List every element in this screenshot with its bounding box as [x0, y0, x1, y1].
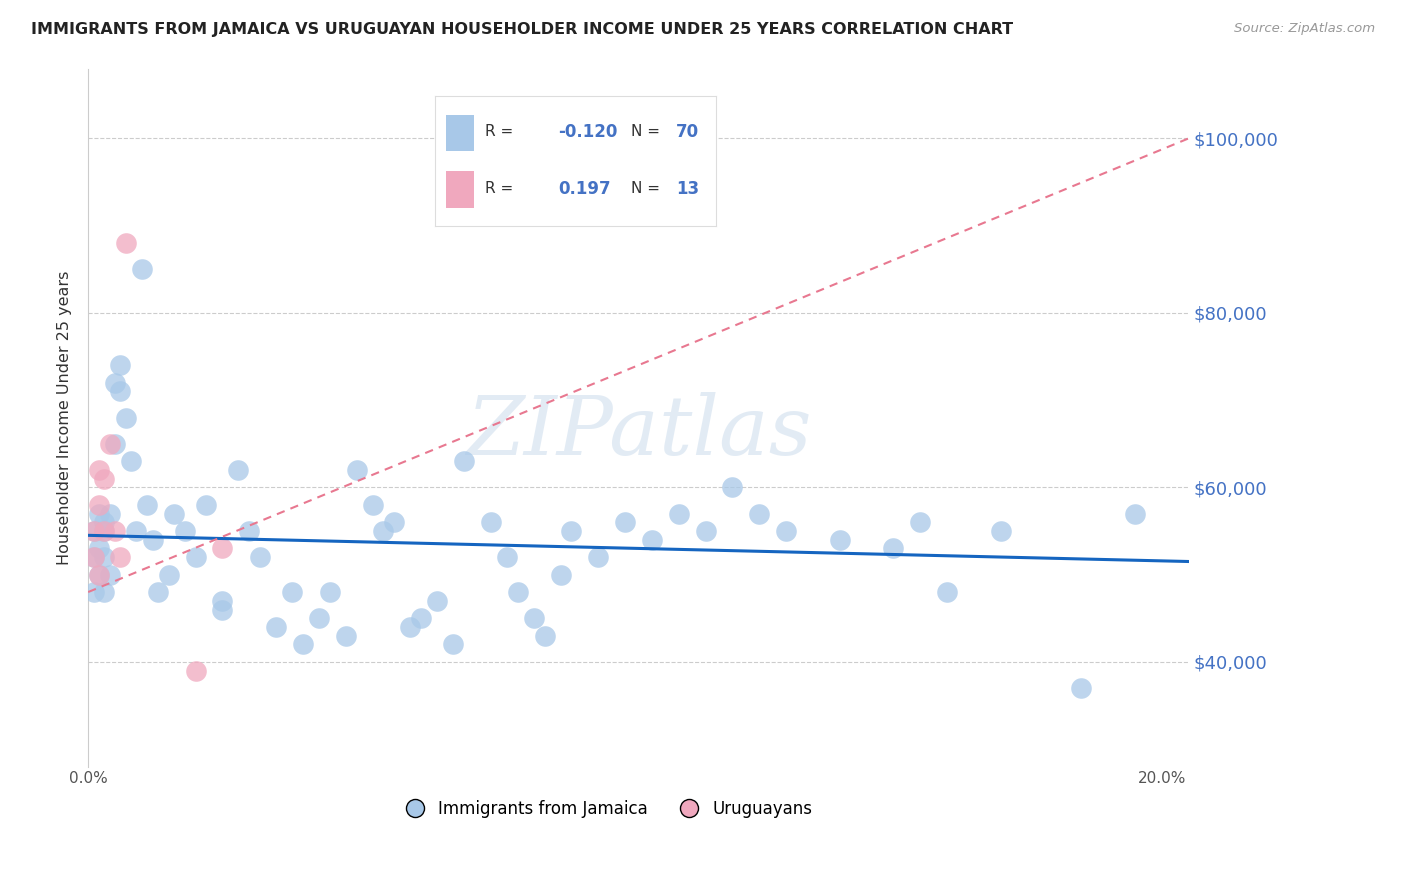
Point: [83, 524, 105, 538]
Point: [146, 585, 169, 599]
Point: [291, 637, 314, 651]
Point: [399, 620, 422, 634]
Point: [1123, 507, 1146, 521]
Point: [695, 524, 717, 538]
Point: [936, 585, 959, 599]
Point: [104, 524, 127, 538]
Point: [136, 498, 159, 512]
Point: [335, 629, 357, 643]
Point: [668, 507, 690, 521]
Text: IMMIGRANTS FROM JAMAICA VS URUGUAYAN HOUSEHOLDER INCOME UNDER 25 YEARS CORRELATI: IMMIGRANTS FROM JAMAICA VS URUGUAYAN HOU…: [31, 22, 1014, 37]
Point: [249, 550, 271, 565]
Point: [373, 524, 395, 538]
Point: [184, 550, 207, 565]
Point: [87, 507, 110, 521]
Point: [882, 541, 904, 556]
Point: [120, 454, 142, 468]
Point: [228, 463, 250, 477]
Point: [83, 550, 105, 565]
Point: [110, 358, 132, 372]
Point: [382, 515, 405, 529]
Point: [131, 262, 153, 277]
Point: [104, 436, 127, 450]
Point: [83, 550, 105, 565]
Point: [361, 498, 384, 512]
Point: [346, 463, 368, 477]
Point: [93, 515, 115, 529]
Point: [87, 567, 110, 582]
Point: [319, 585, 342, 599]
Point: [211, 602, 233, 616]
Point: [104, 376, 127, 390]
Point: [110, 550, 132, 565]
Point: [586, 550, 609, 565]
Point: [157, 567, 180, 582]
Point: [93, 585, 115, 599]
Point: [281, 585, 304, 599]
Point: [87, 498, 110, 512]
Point: [98, 436, 121, 450]
Point: [87, 463, 110, 477]
Point: [614, 515, 637, 529]
Point: [98, 507, 121, 521]
Point: [211, 541, 233, 556]
Point: [641, 533, 664, 547]
Point: [87, 541, 110, 556]
Point: [264, 620, 287, 634]
Point: [721, 480, 744, 494]
Point: [125, 524, 148, 538]
Point: [910, 515, 932, 529]
Point: [479, 515, 502, 529]
Point: [93, 550, 115, 565]
Point: [990, 524, 1012, 538]
Point: [426, 594, 449, 608]
Point: [98, 567, 121, 582]
Point: [173, 524, 195, 538]
Point: [441, 637, 464, 651]
Y-axis label: Householder Income Under 25 years: Householder Income Under 25 years: [58, 270, 72, 565]
Point: [533, 629, 555, 643]
Point: [195, 498, 218, 512]
Text: ZIPatlas: ZIPatlas: [465, 392, 811, 472]
Point: [114, 235, 136, 250]
Point: [409, 611, 432, 625]
Point: [496, 550, 519, 565]
Point: [560, 524, 582, 538]
Point: [453, 454, 475, 468]
Point: [828, 533, 851, 547]
Point: [211, 594, 233, 608]
Point: [87, 567, 110, 582]
Point: [1070, 681, 1092, 695]
Point: [93, 524, 115, 538]
Point: [83, 524, 105, 538]
Legend: Immigrants from Jamaica, Uruguayans: Immigrants from Jamaica, Uruguayans: [391, 793, 820, 824]
Point: [238, 524, 260, 538]
Point: [748, 507, 770, 521]
Point: [93, 472, 115, 486]
Point: [83, 585, 105, 599]
Point: [184, 664, 207, 678]
Point: [93, 524, 115, 538]
Point: [523, 611, 546, 625]
Text: Source: ZipAtlas.com: Source: ZipAtlas.com: [1234, 22, 1375, 36]
Point: [163, 507, 186, 521]
Point: [110, 384, 132, 399]
Point: [775, 524, 797, 538]
Point: [114, 410, 136, 425]
Point: [142, 533, 165, 547]
Point: [308, 611, 330, 625]
Point: [550, 567, 572, 582]
Point: [506, 585, 529, 599]
